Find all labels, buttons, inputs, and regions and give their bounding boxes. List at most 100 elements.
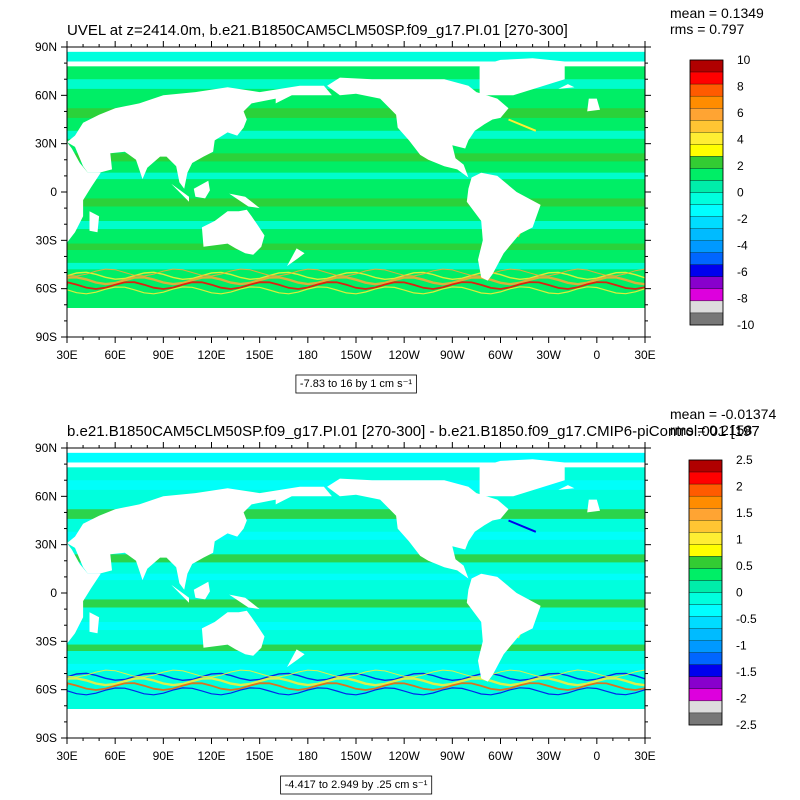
colorbar-swatch: [688, 568, 723, 581]
colorbar-swatch: [689, 71, 724, 85]
rms-stat: rms = 0.2158: [670, 422, 752, 438]
colorbar-swatch: [689, 108, 724, 121]
land-mask: [67, 85, 332, 189]
land-mask: [287, 649, 305, 668]
land-mask: [558, 485, 575, 490]
x-tick-label: 180: [298, 749, 318, 763]
colorbar-frame: [689, 59, 724, 326]
ocean-band: [67, 198, 645, 207]
colorbar-label: 1.5: [736, 506, 753, 520]
colorbar-label: 10: [737, 53, 751, 67]
land-mask: [89, 612, 100, 634]
y-tick-label: 90N: [35, 40, 57, 54]
rms-stat: rms = 0.797: [670, 21, 745, 37]
acc-jet-streak: [67, 682, 645, 691]
colorbar-swatch: [688, 459, 723, 473]
land-mask: [171, 584, 189, 603]
x-tick-label: 30E: [634, 348, 655, 362]
land-mask: [4, 71, 67, 142]
colorbar-swatch: [688, 604, 723, 617]
colorbar-swatch: [689, 300, 724, 314]
y-tick-label: 30S: [36, 634, 57, 648]
colorbar-label: 0: [736, 586, 743, 600]
y-tick-label: 0: [50, 586, 57, 600]
colorbar-frame: [688, 459, 723, 726]
acc-jet-streak: [67, 276, 645, 286]
colorbar-label: 6: [737, 106, 744, 120]
x-tick-label: 60W: [488, 749, 513, 763]
land-mask: [479, 459, 565, 497]
colorbar-swatch: [688, 508, 723, 521]
colorbar-swatch: [689, 95, 724, 109]
colorbar-swatch: [689, 312, 724, 326]
x-tick-label: 120W: [388, 348, 420, 362]
arctic-band: [67, 452, 645, 463]
y-tick-label: 60S: [36, 683, 57, 697]
x-tick-label: 90E: [153, 749, 174, 763]
colorbar-swatch: [688, 520, 723, 533]
x-tick-label: 90E: [153, 348, 174, 362]
acc-jet-streak: [67, 687, 645, 696]
colorbar: 2.5 2 1.5 1 0.5 0 -0.5 -1 -1.5 -2 -2.5: [688, 453, 757, 732]
chart-title: b.e21.B1850CAM5CLM50SP.f09_g17.PI.01 [27…: [67, 423, 760, 440]
land-mask: [466, 573, 541, 682]
colorbar-swatch: [688, 700, 723, 714]
colorbar-label: -1.5: [736, 665, 757, 679]
land-mask: [67, 486, 332, 590]
colorbar-swatch: [688, 676, 723, 690]
x-tick-label: 30E: [56, 348, 77, 362]
land-mask: [558, 84, 575, 89]
colorbar-label: 8: [737, 80, 744, 94]
colorbar-swatch: [689, 156, 724, 169]
colorbar-label: 2.5: [736, 453, 753, 467]
x-tick-label: 30E: [634, 749, 655, 763]
colorbar-swatch: [688, 495, 723, 509]
colorbar-swatch: [689, 204, 724, 217]
panel-2: 30E 60E 90E 120E 150E 180 150W 120W 90W 60W 30W 0 30…: [4, 406, 776, 795]
colorbar-label: 0: [737, 186, 744, 200]
ocean-band: [67, 622, 645, 631]
ocean-band: [67, 599, 645, 608]
x-tick-label: 30W: [536, 348, 561, 362]
colorbar-swatch: [689, 216, 724, 229]
acc-jet-streak: [67, 286, 645, 295]
range-label-box: [280, 775, 433, 795]
ocean-band: [67, 243, 645, 250]
ocean-band: [67, 130, 645, 139]
colorbar-swatch: [688, 556, 723, 569]
mean-stat: mean = 0.1349: [670, 5, 764, 21]
mean-stat: mean = -0.01374: [670, 406, 776, 422]
colorbar-swatch: [689, 240, 724, 253]
colorbar-swatch: [689, 228, 724, 241]
y-tick-label: 0: [50, 185, 57, 199]
land-mask: [327, 478, 509, 579]
acc-jet-streak: [67, 672, 645, 682]
colorbar-label: -6: [737, 265, 748, 279]
land-mask: [587, 98, 600, 112]
range-label-box: [295, 374, 417, 394]
colorbar-swatch: [688, 664, 723, 677]
land-mask: [4, 472, 67, 543]
ocean-band: [67, 262, 645, 270]
range-label: -4.417 to 2.949 by .25 cm s⁻¹: [285, 779, 428, 791]
land-mask: [201, 209, 265, 255]
x-tick-label: 120W: [388, 749, 420, 763]
x-tick-label: 30W: [536, 749, 561, 763]
colorbar-swatch: [688, 652, 723, 665]
ocean-band: [67, 573, 645, 581]
x-tick-label: 60W: [488, 348, 513, 362]
x-tick-label: 120E: [197, 749, 225, 763]
colorbar-swatch: [689, 83, 724, 97]
colorbar-label: 0.5: [736, 559, 753, 573]
colorbar-swatch: [688, 628, 723, 641]
colorbar-swatch: [689, 120, 724, 133]
ocean-band: [67, 221, 645, 230]
ocean-band: [67, 153, 645, 162]
colorbar-label: 2: [737, 159, 744, 173]
ocean-band: [67, 644, 645, 651]
colorbar-label: -2: [736, 692, 747, 706]
boundary-current: [508, 519, 537, 533]
ocean-band: [67, 531, 645, 540]
y-tick-label: 90N: [35, 441, 57, 455]
